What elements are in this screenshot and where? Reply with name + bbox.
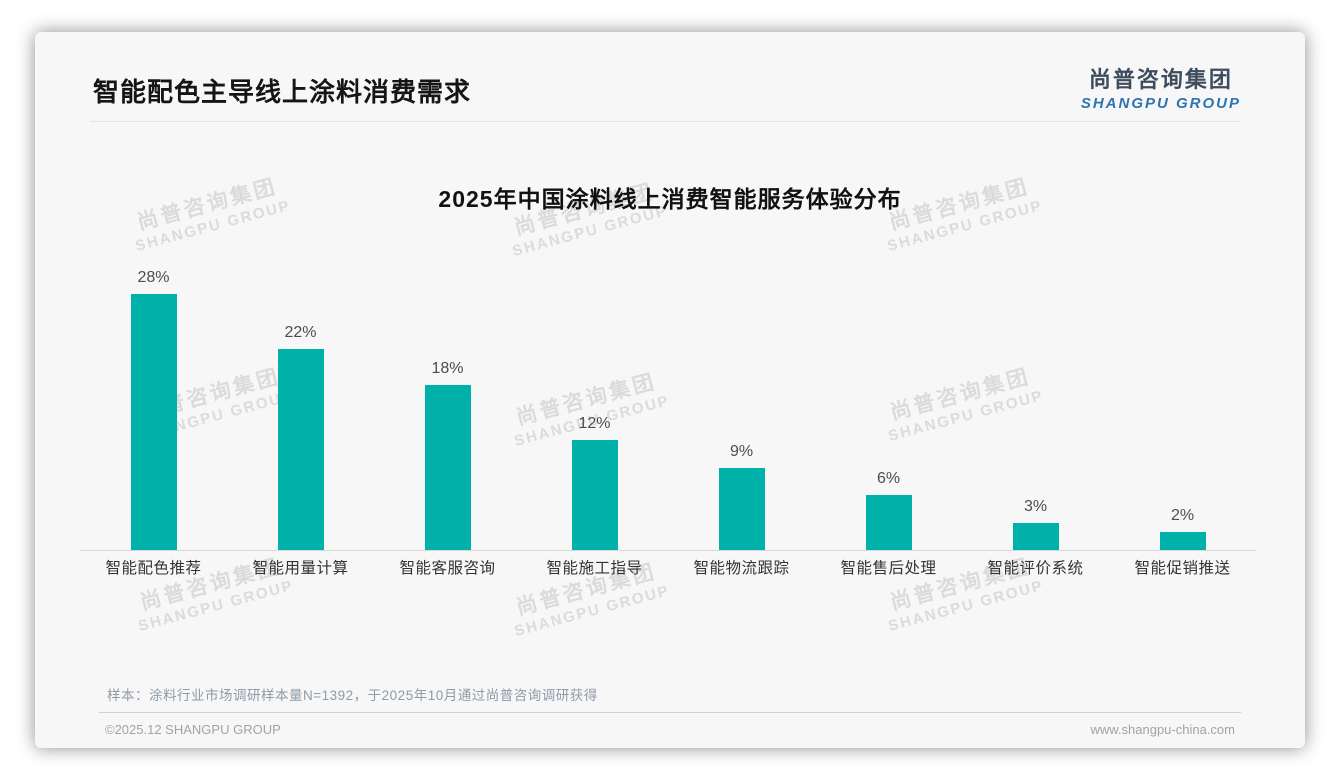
bar-value-label: 6% — [876, 470, 901, 488]
bar — [130, 293, 177, 550]
bar — [1159, 531, 1206, 550]
bar-slot: 6% — [815, 262, 962, 550]
x-axis-label: 智能售后处理 — [840, 560, 937, 577]
bar-value-label: 3% — [1023, 497, 1048, 515]
x-axis-label: 智能配色推荐 — [105, 560, 202, 577]
sample-note: 样本：涂料行业市场调研样本量N=1392，于2025年10月通过尚普咨询调研获得 — [107, 688, 598, 703]
bar — [718, 467, 765, 550]
footer-copyright: ©2025.12 SHANGPU GROUP — [105, 722, 281, 737]
footer-divider — [99, 712, 1241, 713]
logo-chinese-name: 尚普咨询集团 — [1088, 67, 1233, 92]
x-axis-labels: 智能配色推荐 智能用量计算 智能客服咨询 智能施工指导 智能物流跟踪 智能售后处理 智能评价… — [80, 556, 1256, 578]
footer-website: www.shangpu-china.com — [1090, 722, 1235, 737]
bar — [1012, 522, 1059, 550]
bar-value-label: 2% — [1170, 506, 1195, 524]
bar-value-label: 9% — [729, 442, 754, 460]
company-logo: 尚普咨询集团 SHANGPU GROUP — [1081, 62, 1241, 112]
report-card: 尚普咨询集团 SHANGPU GROUP 尚普咨询集团 SHANGPU GROUP 尚普… — [35, 32, 1305, 748]
title-divider — [90, 121, 1240, 122]
x-axis-label: 智能评价系统 — [987, 560, 1084, 577]
bar-value-label: 12% — [578, 415, 611, 433]
bar-slot: 12% — [521, 262, 668, 550]
x-axis-label: 智能物流跟踪 — [693, 560, 790, 577]
bar-slot: 9% — [668, 262, 815, 550]
bar-slot: 2% — [1109, 262, 1256, 550]
bar — [424, 385, 471, 550]
chart-title: 2025年中国涂料线上消费智能服务体验分布 — [438, 186, 902, 212]
bar-value-label: 28% — [137, 268, 170, 286]
bar-chart-plot: 28% 22% 18% 12% 9% 6% 3% 2% — [80, 262, 1256, 551]
x-axis-label: 智能施工指导 — [546, 560, 643, 577]
bar — [571, 440, 618, 550]
bar-slot: 22% — [227, 262, 374, 550]
bar-slot: 18% — [374, 262, 521, 550]
bar-slot: 28% — [80, 262, 227, 550]
bar-value-label: 18% — [431, 360, 464, 378]
x-axis-label: 智能促销推送 — [1134, 560, 1231, 577]
page-title: 智能配色主导线上涂料消费需求 — [93, 77, 472, 107]
x-axis-label: 智能用量计算 — [252, 560, 349, 577]
x-axis-label: 智能客服咨询 — [399, 560, 496, 577]
bar — [277, 348, 324, 550]
bar — [865, 495, 912, 550]
bar-slot: 3% — [962, 262, 1109, 550]
bar-value-label: 22% — [284, 323, 317, 341]
logo-english-name: SHANGPU GROUP — [1080, 95, 1241, 112]
